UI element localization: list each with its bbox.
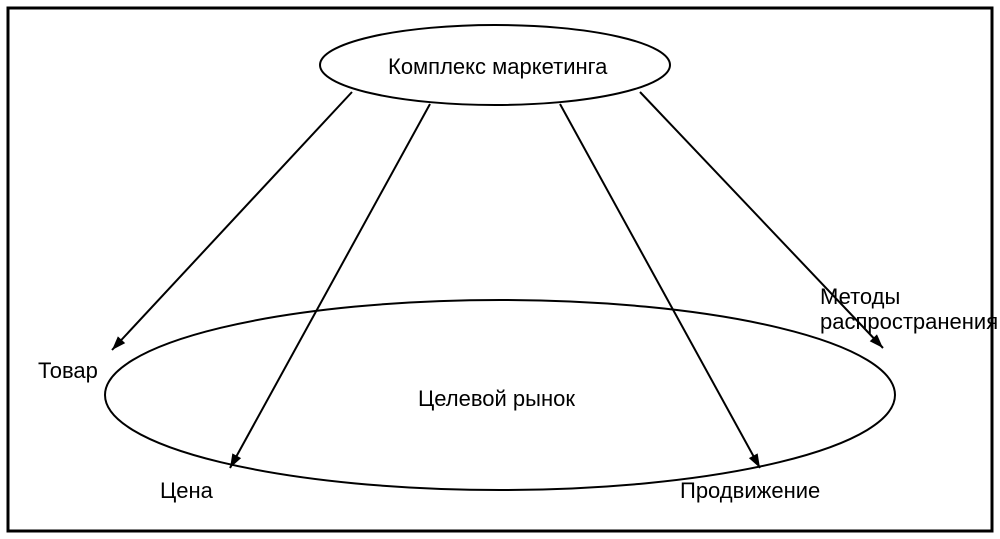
label-distribution: Методы распространения [820,284,998,335]
diagram-stage: Комплекс маркетинга Целевой рынок Товар Цен… [0,0,1000,539]
diagram-svg [0,0,1000,539]
label-product: Товар [38,358,98,383]
arrowhead-to-promotion [749,453,760,468]
top-ellipse-label: Комплекс маркетинга [388,54,607,79]
arrow-to-price [230,104,430,468]
label-promotion: Продвижение [680,478,820,503]
label-price: Цена [160,478,213,503]
arrow-to-promotion [560,104,760,468]
bottom-ellipse-label: Целевой рынок [418,386,575,411]
